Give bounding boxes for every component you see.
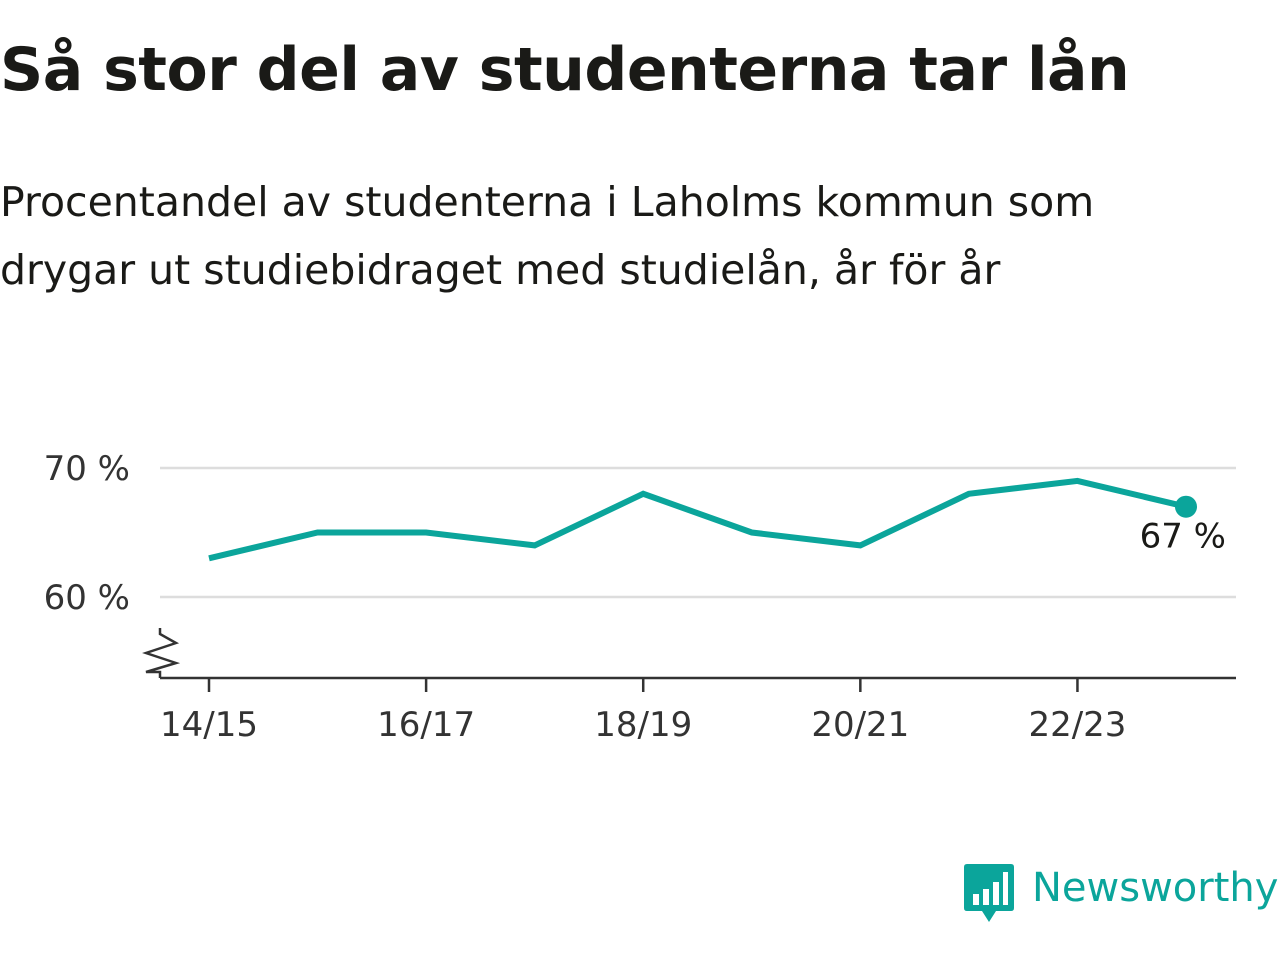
x-tick-label: 14/15	[160, 705, 258, 745]
chart-title: Så stor del av studenterna tar lån	[0, 35, 1130, 105]
y-tick-label: 70 %	[44, 449, 130, 489]
axes	[142, 628, 1236, 692]
chart-subtitle: Procentandel av studenterna i Laholms ko…	[0, 178, 1095, 294]
y-tick-label: 60 %	[44, 578, 130, 618]
x-tick-label: 20/21	[811, 705, 909, 745]
end-value-label: 67 %	[1140, 517, 1226, 557]
x-tick-label: 22/23	[1028, 705, 1126, 745]
labels: 60 % 70 % 14/15 16/17 18/19 20/21 22/23 67 %	[44, 449, 1226, 745]
brand-logo: Newsworthy	[964, 864, 1278, 926]
series-layer	[208, 477, 1197, 562]
newsworthy-logo-icon	[964, 864, 1014, 922]
y-axis-break	[142, 628, 181, 678]
end-point-marker	[1175, 495, 1197, 518]
gridlines	[160, 466, 1236, 599]
x-tick-label: 16/17	[377, 705, 475, 745]
series-line	[208, 477, 1187, 562]
x-tick-label: 18/19	[594, 705, 692, 745]
brand-name: Newsworthy	[1032, 865, 1279, 911]
